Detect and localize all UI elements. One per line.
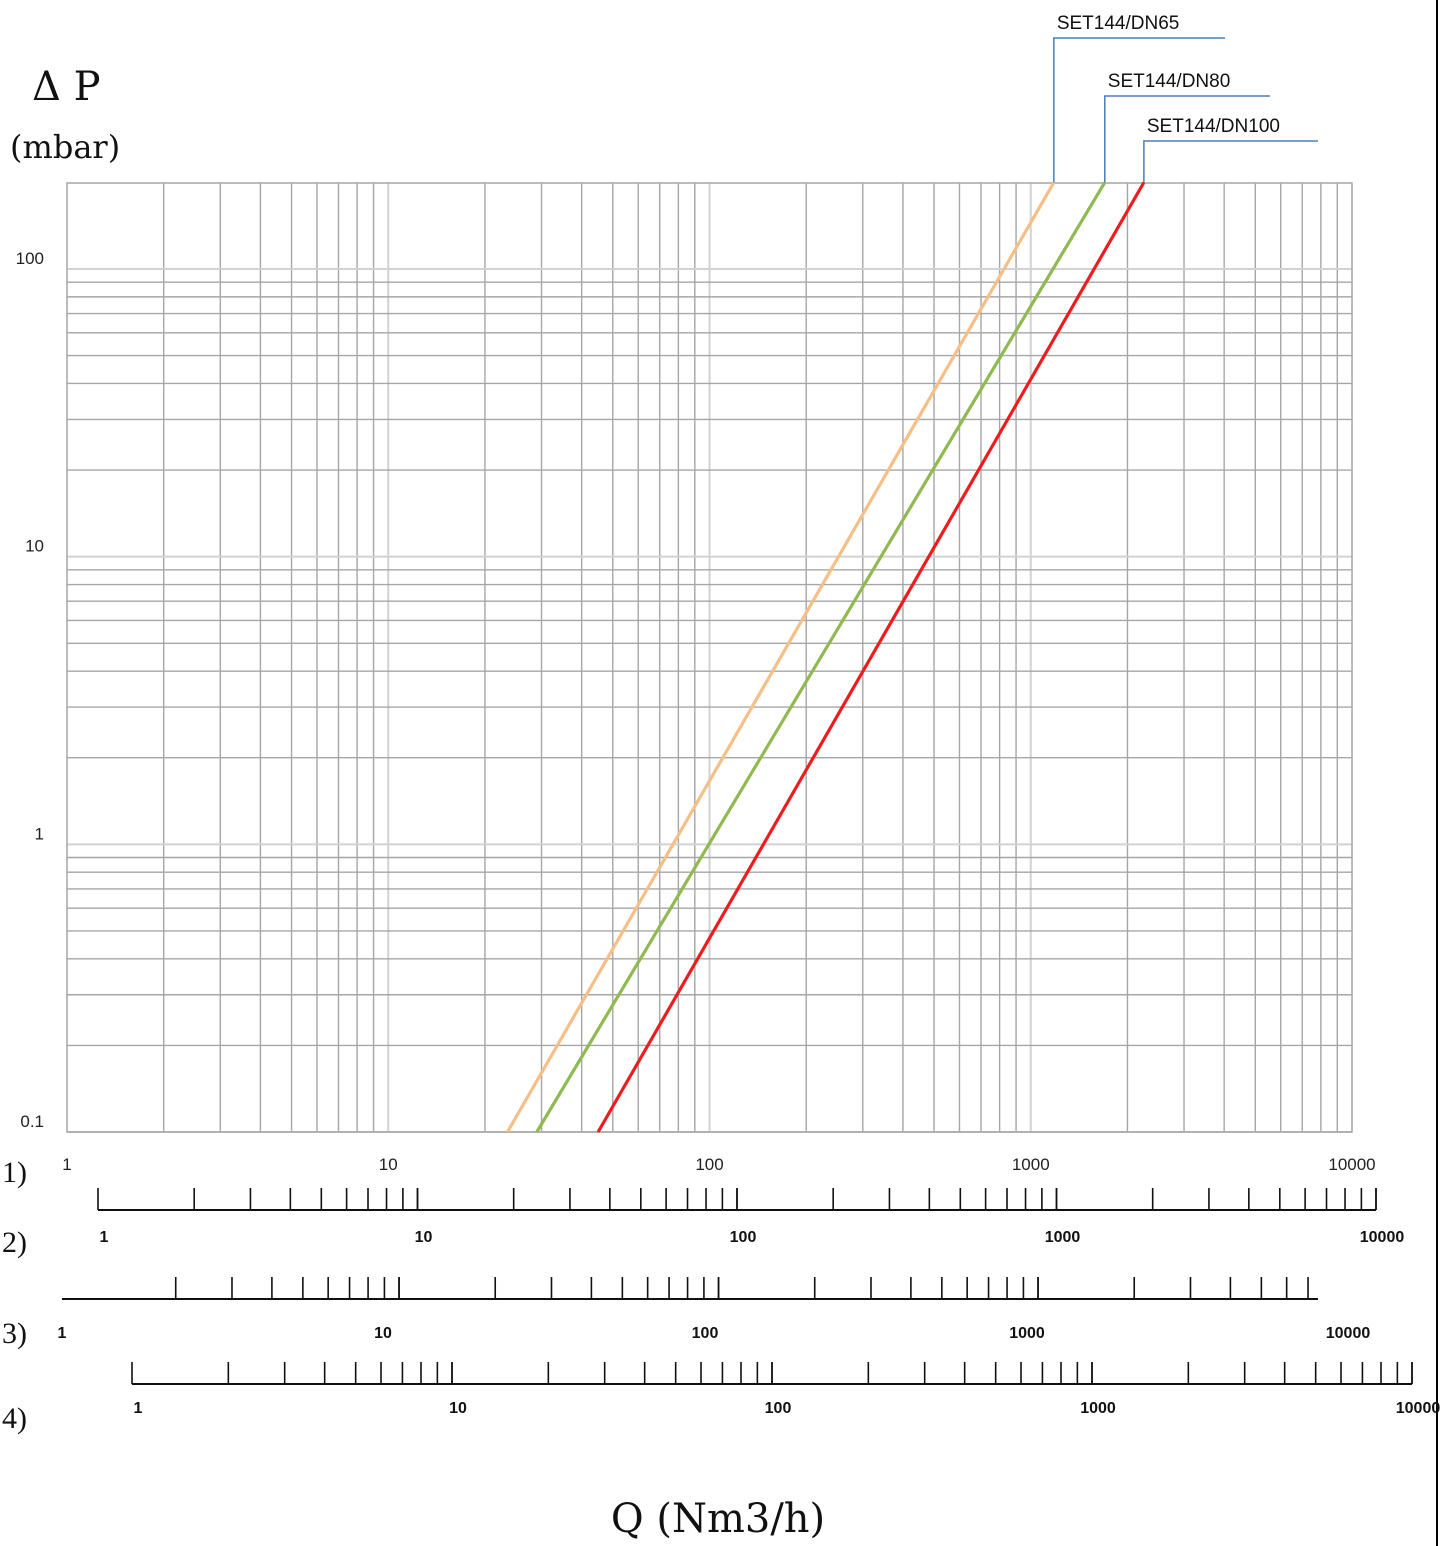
series-label: SET144/DN100 [1147,116,1280,137]
y-tick-label: 100 [16,249,44,268]
scale-tick-label: 1000 [1080,1400,1116,1417]
scale-tick-label: 100 [692,1325,719,1342]
scale-tick-label: 100 [765,1400,792,1417]
scale-number: 4) [2,1402,27,1435]
series-callout-line [1054,38,1225,182]
scale-tick-label: 1 [134,1400,143,1417]
scale-tick-label: 1 [58,1325,67,1342]
x-tick-label: 10 [379,1155,398,1174]
series-callout-line [1105,96,1270,182]
series-callout-line [1144,141,1318,182]
scale-tick-label: 10 [374,1325,392,1342]
scale-tick-label: 1 [100,1229,109,1246]
y-tick-label: 1 [35,824,44,843]
series-callouts: SET144/DN65 SET144/DN80 SET144/DN100 [1054,13,1318,182]
series-line [507,182,1053,1132]
scale-tick-label: 10 [415,1229,433,1246]
scale-tick-label: 10000 [1360,1229,1405,1246]
scale-tick-label: 100 [730,1229,757,1246]
series-label: SET144/DN65 [1057,13,1180,34]
scale-number: 3) [2,1317,27,1350]
scale-tick-label: 10 [449,1400,467,1417]
y-tick-labels: 100 10 1 0.1 [16,249,44,1131]
scale-tick-label: 1000 [1045,1229,1081,1246]
x-tick-label: 1000 [1012,1155,1050,1174]
scale-number: 2) [2,1226,27,1259]
scale-number: 1) [2,1156,27,1189]
series-lines [507,182,1143,1132]
x-tick-label: 100 [695,1155,723,1174]
y-tick-label: 10 [25,537,44,556]
x-tick-labels: 1 10 100 1000 10000 [62,1155,1375,1174]
series-line [598,182,1144,1132]
y-axis-unit: (mbar) [10,128,120,166]
y-axis-symbol: Δ P [32,64,101,110]
conversion-scales: 1 10 100 1000 10000 1 10 100 1000 10000 1 10 100 1000… [2,1156,1440,1435]
series-label: SET144/DN80 [1108,71,1231,92]
x-tick-label: 10000 [1328,1155,1375,1174]
scale-tick-label: 10000 [1326,1325,1371,1342]
y-tick-label: 0.1 [20,1112,44,1131]
scale-tick-label: 1000 [1009,1325,1045,1342]
x-tick-label: 1 [62,1155,71,1174]
x-axis-title: Q (Nm3/h) [611,1496,825,1542]
plot-grid [67,183,1352,1132]
series-line [537,182,1105,1132]
scale-tick-label: 10000 [1396,1400,1441,1417]
